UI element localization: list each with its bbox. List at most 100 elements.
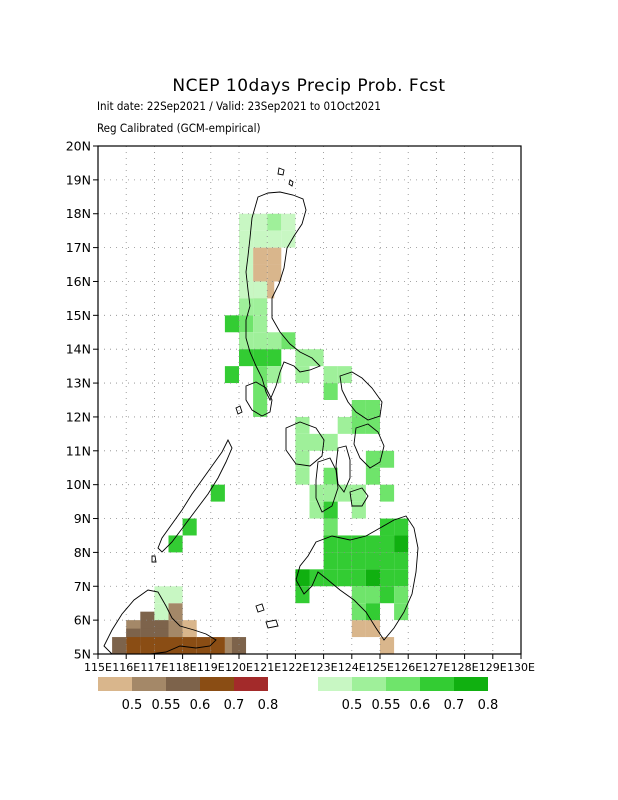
lat-tick-label: 6N [74,613,91,628]
lat-tick-label: 18N [66,206,91,221]
dry-cell [140,637,155,654]
wet-cell [309,569,324,587]
leyte-coastline [353,423,385,469]
lon-tick-label: 118E [169,661,197,674]
wet-cell [323,518,338,536]
wet-cell [351,535,366,553]
legend-swatch [352,677,386,691]
wet-cell [253,332,268,350]
legends: 0.5 0.55 0.6 0.7 0.8 0.5 0.55 0.6 0.7 0.8 [98,677,498,713]
probability-cells [112,213,409,654]
wet-cell [380,518,395,536]
wet-cell [295,433,310,451]
wet-cell [253,230,268,248]
wet-cell [267,213,282,231]
wet-cell [380,535,395,553]
dry-cell [253,247,268,265]
wet-cell [337,569,352,587]
panay-coastline [285,421,325,467]
wet-cell [365,400,380,417]
lat-tick-label: 15N [66,308,91,323]
lat-tick-label: 7N [74,579,91,594]
legend-label: 0.8 [478,698,499,713]
lon-tick-label: 129E [479,661,507,674]
dry-cell [253,264,268,282]
wet-cell [253,383,268,400]
wet-cell [323,433,338,451]
wet-cell [365,552,380,570]
wet-cell [253,281,268,299]
small-island-2 [235,405,243,415]
legend-label: 0.6 [190,698,211,713]
lon-tick-label: 128E [451,661,479,674]
lat-tick-label: 16N [66,274,91,289]
legend-label: 0.5 [122,698,143,713]
lat-lon-grid [98,146,521,654]
wet-cell [365,535,380,553]
wet-cell [337,416,352,434]
wet-cell [394,586,409,604]
wet-cell [253,213,268,231]
wet-cell [323,501,338,519]
dry-cell [231,637,247,654]
map-title: NCEP 10days Precip Prob. Fcst [172,76,446,96]
wet-cell [281,213,296,231]
wet-cell [210,484,225,502]
wet-cell [365,450,380,468]
legend-swatch [132,677,166,691]
map-subtitle-method: Reg Calibrated (GCM-empirical) [97,121,261,135]
dry-cell [182,637,197,654]
samar-coastline [339,371,383,421]
wet-cell [351,569,366,587]
cebu-coastline [335,445,351,493]
legend-swatch [420,677,454,691]
lon-tick-label: 124E [338,661,366,674]
lon-tick-label: 123E [310,661,338,674]
wet-cell [224,366,239,384]
wet-cell [182,518,197,536]
wet-cell [253,349,268,367]
wet-cell [365,467,380,485]
babuyan-island [277,167,285,176]
lat-tick-label: 13N [66,376,91,391]
legend-label: 0.7 [224,698,245,713]
wet-cell [295,467,310,485]
wet-cell [295,450,310,468]
lat-tick-label: 14N [66,342,91,357]
wet-cell [295,586,310,604]
wet-cell [323,552,338,570]
dry-cell [154,637,169,654]
wet-cell [365,569,380,587]
dry-cell [168,603,183,621]
wet-cell [309,433,324,451]
lat-tick-label: 19N [66,172,91,187]
dry-cell [168,620,183,638]
wet-cell [253,315,268,333]
mindanao-coastline [295,515,419,641]
wet-cell [351,552,366,570]
wet-cell [239,349,254,367]
wet-cell [323,366,338,384]
wet-cell [154,586,169,604]
wet-cell [168,535,183,553]
wet-cell [380,552,395,570]
legend-label: 0.6 [410,698,431,713]
wet-cell [267,349,282,367]
wet-cell [365,603,380,621]
legend-swatch [200,677,234,691]
lat-tick-label: 11N [66,443,91,458]
wet-cell [295,349,310,367]
legend-swatch [234,677,268,691]
wet-cell [351,603,366,621]
wet-cell [239,247,254,265]
lat-tick-label: 9N [74,511,91,526]
lat-tick-label: 10N [66,477,91,492]
wet-cell [323,484,338,502]
lat-tick-label: 5N [74,647,91,662]
negros-coastline [315,457,339,513]
dry-cell [351,620,366,638]
wet-cell [309,484,324,502]
wet-cell [394,535,409,553]
wet-cell [323,467,338,485]
lon-tick-label: 125E [366,661,394,674]
